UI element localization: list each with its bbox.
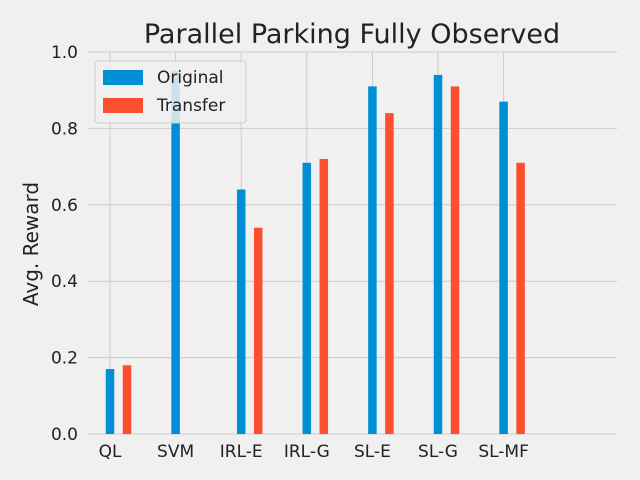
bar-transfer-irl-g [319,158,329,434]
bar-transfer-sl-e [385,113,394,435]
bars [105,71,525,435]
bar-original-sl-e [368,86,377,434]
bar-original-irl-e [236,189,246,434]
legend-swatch-original [103,70,143,85]
x-tick-label: SVM [157,442,194,462]
bar-transfer-irl-e [253,227,263,434]
bar-original-sl-mf [499,101,508,434]
y-tick-label: 0.2 [51,349,78,369]
legend-swatch-transfer [103,98,143,113]
legend-label-transfer: Transfer [156,96,225,116]
y-tick-label: 0.4 [51,272,78,292]
chart-title: Parallel Parking Fully Observed [144,19,560,50]
x-tick-label: SL-MF [478,442,529,462]
bar-original-ql [105,369,115,434]
bar-original-irl-g [302,162,312,434]
x-tick-label: QL [99,442,122,462]
x-tick-label: IRL-E [220,442,263,462]
bar-original-svm [171,71,180,434]
x-tick-label: IRL-G [284,442,330,462]
y-tick-label: 0.6 [51,196,78,216]
legend-label-original: Original [157,68,224,88]
bar-transfer-ql [122,365,132,434]
bar-transfer-sl-mf [516,162,525,434]
y-tick-label: 0.0 [51,425,78,445]
legend: Original Transfer [94,60,247,124]
bar-original-sl-g [433,74,443,435]
y-axis-label: Avg. Reward [19,182,43,306]
x-tick-label: SL-E [354,442,391,462]
y-tick-label: 0.8 [51,119,78,139]
y-tick-label: 1.0 [51,43,78,63]
x-tick-label: SL-G [418,442,458,462]
bar-transfer-sl-g [450,86,460,434]
tick-labels: 0.0 0.2 0.4 0.6 0.8 1.0 QL SVM IRL-E IRL-G SL-E SL-… [51,43,529,462]
